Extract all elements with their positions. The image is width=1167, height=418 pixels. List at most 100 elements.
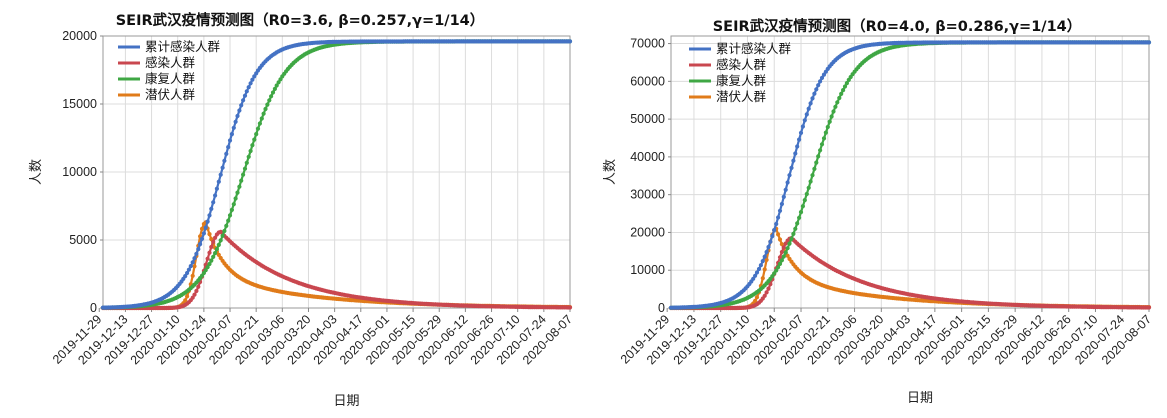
data-point: [229, 132, 234, 137]
data-point: [774, 221, 779, 227]
data-point: [231, 125, 236, 130]
data-point: [777, 237, 783, 242]
data-point: [804, 112, 809, 117]
data-point: [244, 89, 249, 94]
series-1: [100, 229, 573, 311]
data-point: [766, 244, 771, 250]
series-1: [668, 236, 1152, 311]
data-point: [263, 106, 268, 112]
data-point: [804, 191, 809, 197]
data-point: [267, 98, 272, 103]
data-point: [257, 121, 262, 126]
data-point: [770, 234, 775, 239]
data-point: [203, 225, 208, 230]
data-point: [226, 218, 231, 223]
data-point: [209, 206, 214, 211]
data-point: [227, 138, 233, 143]
legend-entry: 感染人群: [145, 55, 196, 70]
data-point: [207, 250, 212, 255]
data-point: [265, 102, 270, 107]
series-0: [668, 40, 1152, 310]
data-point: [793, 151, 798, 156]
legend-entry: 潜伏人群: [145, 87, 196, 102]
data-point: [220, 233, 225, 238]
data-point: [812, 91, 817, 96]
data-point: [220, 165, 225, 170]
data-point: [233, 196, 238, 201]
data-point: [248, 148, 253, 154]
data-point: [762, 267, 767, 272]
data-point: [209, 258, 214, 263]
series-3: [668, 226, 1152, 311]
data-point: [244, 160, 249, 165]
data-point: [211, 239, 216, 244]
data-point: [797, 137, 802, 142]
legend-entry: 累计感染人群: [716, 41, 792, 56]
data-point: [819, 142, 825, 147]
data-point: [199, 236, 205, 241]
data-point: [816, 154, 821, 159]
data-point: [806, 106, 811, 111]
y-tick-label: 60000: [630, 74, 665, 88]
data-point: [785, 180, 790, 185]
data-point: [756, 266, 762, 272]
data-point: [800, 124, 805, 129]
y-tick-label: 40000: [630, 150, 665, 164]
data-point: [808, 179, 813, 184]
data-point: [276, 80, 281, 85]
data-point: [214, 186, 219, 191]
data-point: [791, 231, 796, 236]
data-point: [798, 210, 804, 215]
data-point: [762, 293, 767, 298]
data-point: [250, 77, 255, 82]
y-tick-label: 15000: [62, 97, 97, 111]
data-point: [188, 264, 193, 269]
y-tick-label: 20000: [62, 29, 97, 43]
data-point: [774, 268, 779, 273]
data-point: [835, 100, 840, 105]
data-point: [753, 273, 758, 278]
data-point: [246, 154, 251, 159]
data-point: [242, 166, 248, 171]
data-point: [185, 270, 190, 276]
data-point: [192, 292, 197, 297]
data-point: [779, 258, 784, 263]
data-point: [760, 276, 765, 281]
data-point: [776, 232, 781, 237]
data-point: [242, 93, 248, 98]
data-point: [241, 172, 246, 177]
data-point: [839, 91, 844, 96]
data-point: [842, 84, 848, 89]
data-point: [787, 173, 792, 178]
data-point: [235, 190, 240, 195]
data-point: [777, 261, 783, 266]
chart-title: SEIR武汉疫情预测图（R0=4.0, β=0.286,γ=1/14）: [713, 17, 1082, 35]
series-3: [100, 220, 573, 311]
data-point: [777, 208, 783, 213]
chart-panel-left: SEIR武汉疫情预测图（R0=3.6, β=0.257,γ=1/14） 0 5000…: [29, 11, 575, 409]
data-point: [776, 215, 781, 220]
data-point: [211, 254, 216, 259]
data-point: [269, 94, 274, 99]
data-point: [227, 213, 233, 218]
data-point: [205, 256, 210, 261]
data-point: [255, 126, 261, 131]
plot-frame: [670, 35, 1150, 309]
data-point: [810, 96, 815, 101]
data-point: [787, 241, 792, 246]
data-point: [816, 83, 821, 88]
data-point: [793, 226, 798, 231]
data-point: [567, 39, 573, 44]
data-point: [183, 298, 188, 303]
data-point: [760, 259, 765, 264]
data-point: [754, 295, 760, 300]
y-tick-label: 10000: [630, 263, 665, 277]
series-0: [100, 39, 573, 310]
data-point: [764, 249, 769, 255]
data-point: [185, 294, 190, 299]
data-point: [190, 273, 195, 278]
x-axis-label: 日期: [333, 394, 359, 409]
y-tick-label: 30000: [630, 188, 665, 202]
data-point: [248, 81, 253, 86]
legend-entry: 康复人群: [716, 73, 767, 88]
